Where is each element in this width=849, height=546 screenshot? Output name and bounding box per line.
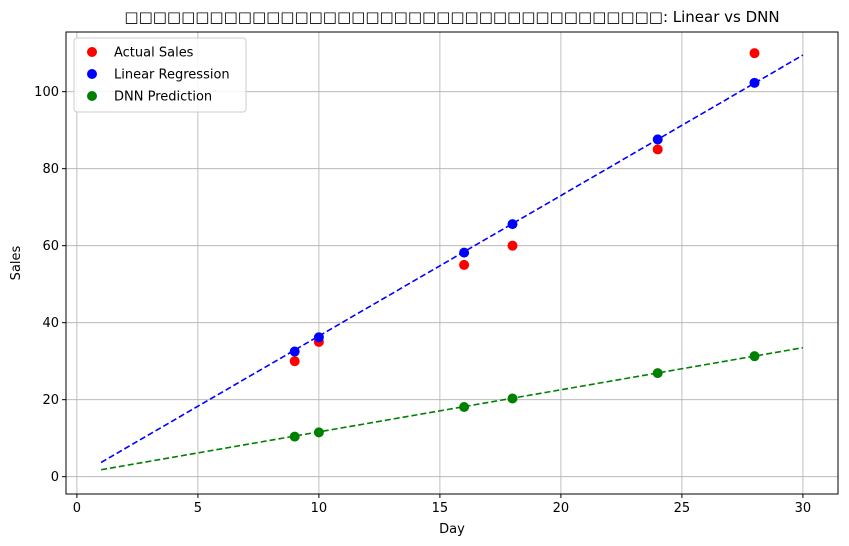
legend: Actual Sales Linear Regression DNN Predict… [73, 37, 247, 113]
data-point [749, 48, 760, 59]
fit-line [100, 346, 804, 471]
y-tick-label: 20 [42, 393, 59, 408]
plot-frame [65, 31, 839, 495]
x-tick-label: 5 [194, 501, 202, 516]
data-point [749, 351, 760, 362]
data-point [749, 77, 760, 88]
data-point [459, 259, 470, 270]
x-tick-label: 20 [553, 501, 570, 516]
y-axis-label: Sales [9, 245, 24, 280]
data-point [289, 346, 300, 357]
data-point [289, 431, 300, 442]
axis-ticks: 0 5 10 15 20 25 30 0 20 40 60 80 100 [34, 85, 811, 516]
x-tick-label: 15 [432, 501, 449, 516]
data-point [652, 134, 663, 145]
data-point [652, 368, 663, 379]
x-tick-label: 25 [674, 501, 691, 516]
data-point [507, 219, 518, 230]
data-point [313, 427, 324, 438]
data-point [289, 356, 300, 367]
grid [66, 32, 838, 494]
y-tick-label: 40 [42, 316, 59, 331]
fit-lines [100, 54, 804, 471]
y-tick-label: 100 [34, 85, 59, 100]
chart-title: □□□□□□□□□□□□□□□□□□□□□□□□□□□□□□□□□□□□□□: … [124, 8, 779, 26]
legend-label: Linear Regression [114, 68, 230, 83]
legend-marker [87, 47, 97, 57]
x-axis-label: Day [439, 522, 465, 537]
x-tick-label: 30 [795, 501, 812, 516]
y-tick-label: 0 [51, 470, 59, 485]
legend-label: DNN Prediction [114, 90, 212, 105]
data-points [289, 48, 760, 442]
legend-marker [87, 69, 97, 79]
legend-marker [87, 91, 97, 101]
legend-box [73, 37, 247, 113]
data-point [507, 240, 518, 251]
y-tick-label: 60 [42, 239, 59, 254]
y-tick-label: 80 [42, 162, 59, 177]
data-point [459, 401, 470, 412]
data-point [507, 393, 518, 404]
x-tick-label: 10 [311, 501, 328, 516]
data-point [313, 332, 324, 343]
x-tick-label: 0 [73, 501, 81, 516]
data-point [652, 144, 663, 155]
fit-line [100, 54, 804, 464]
data-point [459, 247, 470, 258]
legend-label: Actual Sales [114, 46, 194, 61]
